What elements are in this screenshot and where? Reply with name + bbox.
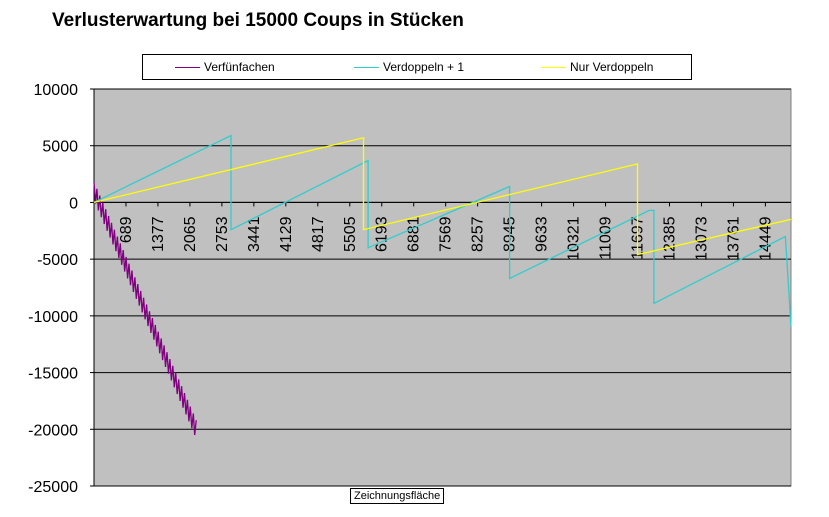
chart-title: Verlusterwartung bei 15000 Coups in Stüc… xyxy=(52,10,464,31)
legend-swatch-verdoppeln-plus-1 xyxy=(354,66,379,68)
y-tick-label: -10000 xyxy=(28,309,78,326)
series-line-2 xyxy=(93,136,792,256)
legend-swatch-verfuenfachen xyxy=(175,66,200,68)
x-tick-label: 2753 xyxy=(214,216,231,252)
x-tick-label: 689 xyxy=(118,216,135,243)
y-tick-label: -15000 xyxy=(28,366,78,383)
y-tick-label: 0 xyxy=(69,195,78,212)
x-tick-label: 8257 xyxy=(470,216,487,252)
plot-area-tooltip: Zeichnungsfläche xyxy=(350,488,445,504)
x-tick-label: 3441 xyxy=(246,216,263,252)
x-tick-label: 4817 xyxy=(310,216,327,252)
legend-item-nur-verdoppeln: Nur Verdoppeln xyxy=(541,55,653,79)
legend-label: Verdoppeln + 1 xyxy=(383,60,465,74)
y-tick-label: -5000 xyxy=(37,252,78,269)
y-tick-label: -25000 xyxy=(28,479,78,496)
y-tick-label: 10000 xyxy=(34,82,79,99)
series-line-0 xyxy=(93,181,197,436)
x-tick-label: 13073 xyxy=(693,216,710,261)
y-tick-label: 5000 xyxy=(42,139,78,156)
y-tick-label: -20000 xyxy=(28,422,78,439)
x-tick-label: 10321 xyxy=(566,216,583,261)
x-tick-label: 6193 xyxy=(374,216,391,252)
x-tick-label: 5505 xyxy=(342,216,359,252)
legend-label: Nur Verdoppeln xyxy=(570,60,654,74)
x-tick-label: 6881 xyxy=(406,216,423,252)
x-tick-label: 12385 xyxy=(661,216,678,261)
x-tick-label: 11009 xyxy=(598,216,615,259)
x-tick-label: 9633 xyxy=(534,216,551,252)
x-tick-label: 14449 xyxy=(757,216,774,261)
x-tick-label: 7569 xyxy=(438,216,455,252)
series-line-1 xyxy=(93,134,792,328)
x-tick-label: 4129 xyxy=(278,216,295,252)
legend-label: Verfünfachen xyxy=(204,60,275,74)
x-tick-label: 13761 xyxy=(725,216,742,261)
x-tick-label: 2065 xyxy=(182,216,199,252)
legend-item-verdoppeln-plus-1: Verdoppeln + 1 xyxy=(354,55,464,79)
x-tick-label: 1377 xyxy=(150,216,167,252)
legend[interactable]: Verfünfachen Verdoppeln + 1 Nur Verdoppe… xyxy=(142,54,692,80)
plot-area xyxy=(93,88,792,487)
legend-swatch-nur-verdoppeln xyxy=(541,66,566,68)
legend-item-verfuenfachen: Verfünfachen xyxy=(175,55,275,79)
